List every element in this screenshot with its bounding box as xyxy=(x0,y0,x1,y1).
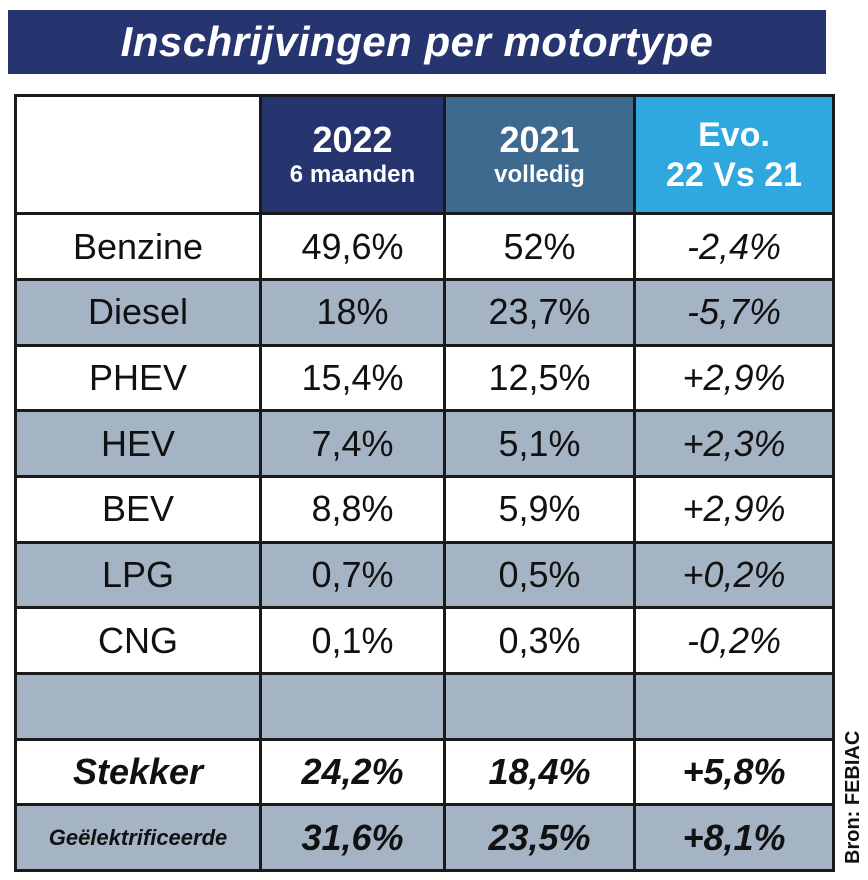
cell-2022: 31,6% xyxy=(259,803,446,872)
cell-2021: 18,4% xyxy=(443,737,636,807)
cell-2022: 49,6% xyxy=(259,212,446,281)
empty-cell xyxy=(259,671,446,741)
table-row: CNG 0,1% 0,3% -0,2% xyxy=(14,606,835,675)
table-row: BEV 8,8% 5,9% +2,9% xyxy=(14,474,835,544)
header-2022-year: 2022 xyxy=(312,118,393,160)
cell-2022: 0,7% xyxy=(259,540,446,610)
cell-2022: 18% xyxy=(259,277,446,347)
header-row: 2022 6 maanden 2021 volledig Evo. 22 Vs … xyxy=(14,93,835,216)
header-evo: Evo. 22 Vs 21 xyxy=(633,93,835,216)
cell-evo: +0,2% xyxy=(633,540,835,610)
header-evo-line1: Evo. xyxy=(698,115,770,154)
cell-2022: 0,1% xyxy=(259,606,446,675)
total-row-stekker: Stekker 24,2% 18,4% +5,8% xyxy=(14,737,835,807)
cell-evo: +2,9% xyxy=(633,343,835,413)
table-row: Benzine 49,6% 52% -2,4% xyxy=(14,212,835,281)
cell-evo: +5,8% xyxy=(633,737,835,807)
row-label: Diesel xyxy=(14,277,262,347)
table-row: HEV 7,4% 5,1% +2,3% xyxy=(14,409,835,478)
cell-evo: +2,9% xyxy=(633,474,835,544)
cell-evo: +8,1% xyxy=(633,803,835,872)
chart-title: Inschrijvingen per motortype xyxy=(8,10,826,74)
cell-2021: 5,1% xyxy=(443,409,636,478)
cell-evo: -0,2% xyxy=(633,606,835,675)
row-label: CNG xyxy=(14,606,262,675)
table-row: Diesel 18% 23,7% -5,7% xyxy=(14,277,835,347)
row-label: Geëlektrificeerde xyxy=(14,803,262,872)
empty-cell xyxy=(633,671,835,741)
table-row: PHEV 15,4% 12,5% +2,9% xyxy=(14,343,835,413)
cell-2021: 23,5% xyxy=(443,803,636,872)
cell-2021: 52% xyxy=(443,212,636,281)
data-table: 2022 6 maanden 2021 volledig Evo. 22 Vs … xyxy=(14,93,835,872)
cell-2021: 5,9% xyxy=(443,474,636,544)
cell-2021: 23,7% xyxy=(443,277,636,347)
header-2021-year: 2021 xyxy=(499,118,580,160)
spacer-row xyxy=(14,671,835,741)
row-label: Stekker xyxy=(14,737,262,807)
header-2021-sub: volledig xyxy=(494,160,585,188)
empty-cell xyxy=(14,671,262,741)
cell-evo: +2,3% xyxy=(633,409,835,478)
row-label: HEV xyxy=(14,409,262,478)
row-label: BEV xyxy=(14,474,262,544)
table-row: LPG 0,7% 0,5% +0,2% xyxy=(14,540,835,610)
cell-2022: 8,8% xyxy=(259,474,446,544)
header-2022-sub: 6 maanden xyxy=(289,160,416,188)
empty-cell xyxy=(443,671,636,741)
header-2021: 2021 volledig xyxy=(443,93,636,216)
cell-evo: -5,7% xyxy=(633,277,835,347)
row-label: LPG xyxy=(14,540,262,610)
cell-evo: -2,4% xyxy=(633,212,835,281)
cell-2022: 15,4% xyxy=(259,343,446,413)
cell-2022: 24,2% xyxy=(259,737,446,807)
total-row-geelektrificeerde: Geëlektrificeerde 31,6% 23,5% +8,1% xyxy=(14,803,835,872)
cell-2021: 0,3% xyxy=(443,606,636,675)
header-2022: 2022 6 maanden xyxy=(259,93,446,216)
source-credit: Bron: FEBIAC xyxy=(842,730,864,864)
header-evo-line2: 22 Vs 21 xyxy=(665,155,803,194)
row-label: PHEV xyxy=(14,343,262,413)
cell-2021: 0,5% xyxy=(443,540,636,610)
header-corner xyxy=(14,93,262,216)
cell-2022: 7,4% xyxy=(259,409,446,478)
row-label: Benzine xyxy=(14,212,262,281)
cell-2021: 12,5% xyxy=(443,343,636,413)
